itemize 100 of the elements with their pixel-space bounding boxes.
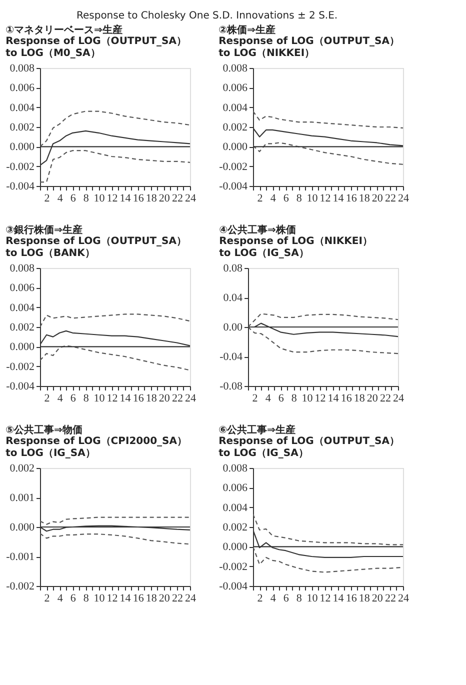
chart-title: ②株価⇒生産 — [218, 24, 276, 36]
y-tick-label: 0.000 — [222, 541, 248, 554]
x-tick-label: 10 — [306, 592, 318, 604]
x-tick-label: 8 — [83, 192, 90, 204]
y-tick-label: 0.002 — [222, 522, 248, 534]
y-tick-label: 0.04 — [223, 292, 243, 304]
x-tick-label: 16 — [132, 392, 144, 404]
y-tick-label: -0.002 — [6, 580, 34, 592]
chart-title: ①マネタリーベース⇒生産 — [6, 24, 122, 36]
y-tick-label: 0.001 — [10, 492, 34, 504]
x-tick-label: 6 — [70, 592, 76, 604]
x-tick-label: 18 — [146, 192, 158, 204]
y-tick-label: 0.006 — [10, 82, 35, 94]
y-tick-label: 0.008 — [10, 262, 35, 274]
x-tick-label: 22 — [384, 192, 396, 204]
x-tick-label: 4 — [57, 192, 64, 204]
x-tick-label: 12 — [106, 192, 118, 204]
x-tick-label: 14 — [120, 192, 132, 204]
chart-title: ⑥公共工事⇒生産 — [218, 424, 296, 436]
x-tick-label: 4 — [57, 392, 64, 404]
y-tick-label: -0.04 — [220, 351, 243, 363]
x-tick-label: 24 — [398, 192, 410, 204]
x-tick-label: 2 — [252, 392, 258, 404]
x-tick-label: 14 — [332, 192, 344, 204]
y-tick-label: 0.004 — [10, 302, 35, 314]
x-tick-label: 10 — [94, 192, 106, 204]
x-tick-label: 18 — [358, 592, 370, 604]
x-tick-label: 16 — [132, 592, 144, 604]
x-tick-label: 14 — [120, 392, 132, 404]
y-tick-label: 0.006 — [10, 282, 35, 294]
x-tick-label: 16 — [340, 392, 352, 404]
x-tick-label: 14 — [120, 592, 132, 604]
x-tick-label: 10 — [94, 392, 106, 404]
x-tick-label: 18 — [358, 192, 370, 204]
y-tick-label: 0.002 — [10, 122, 34, 134]
y-tick-label: -0.002 — [219, 160, 248, 173]
x-tick-label: 22 — [172, 592, 183, 604]
chart-subtitle: Response of LOG（NIKKEI） to LOG（IG_SA） — [219, 236, 372, 259]
x-tick-label: 4 — [57, 592, 64, 604]
x-tick-label: 14 — [328, 392, 340, 404]
x-tick-label: 2 — [257, 592, 263, 604]
x-tick-label: 18 — [146, 392, 158, 404]
x-tick-label: 2 — [44, 592, 50, 604]
x-tick-label: 12 — [106, 392, 118, 404]
text: Response to Cholesky One S.D. Innovations ± 2 S.E. — [76, 10, 338, 22]
x-tick-label: 24 — [398, 592, 410, 604]
y-tick-label: 0.000 — [10, 522, 35, 534]
y-tick-label: -0.001 — [6, 551, 34, 563]
chart-title: ④公共工事⇒株価 — [219, 224, 296, 236]
y-tick-label: -0.002 — [219, 560, 248, 573]
x-tick-label: 10 — [306, 192, 318, 204]
chart-title: ③銀行株価⇒生産 — [6, 224, 82, 236]
x-tick-label: 4 — [265, 392, 272, 404]
y-tick-label: -0.004 — [6, 180, 35, 192]
x-tick-label: 6 — [283, 192, 290, 204]
y-tick-label: 0.08 — [223, 262, 243, 274]
x-tick-label: 2 — [257, 192, 263, 204]
x-tick-label: 20 — [158, 392, 170, 404]
y-tick-label: 0.006 — [222, 482, 248, 494]
y-tick-label: 0.008 — [222, 462, 248, 474]
y-tick-label: 0.000 — [10, 141, 35, 154]
x-tick-label: 6 — [278, 392, 284, 404]
y-tick-label: 0.002 — [10, 462, 34, 474]
y-tick-label: 0.002 — [10, 322, 34, 334]
x-tick-label: 6 — [70, 392, 76, 404]
y-tick-label: -0.002 — [6, 160, 34, 173]
x-tick-label: 14 — [332, 592, 344, 604]
x-tick-label: 20 — [158, 592, 170, 604]
chart-subtitle: Response of LOG（CPI2000_SA） to LOG（IG_SA） — [6, 436, 187, 459]
x-tick-label: 22 — [172, 192, 183, 204]
y-tick-label: -0.004 — [6, 380, 35, 392]
x-tick-label: 22 — [384, 592, 396, 604]
x-tick-label: 12 — [314, 392, 326, 404]
y-tick-label: 0.004 — [10, 102, 35, 114]
x-tick-label: 8 — [296, 592, 302, 604]
x-tick-label: 4 — [270, 592, 276, 604]
x-tick-label: 12 — [106, 592, 118, 604]
y-tick-label: -0.08 — [220, 380, 243, 392]
y-tick-label: 0.004 — [222, 102, 248, 114]
y-tick-label: -0.004 — [219, 580, 248, 592]
y-tick-label: 0.008 — [10, 62, 35, 74]
chart-subtitle: Response of LOG（OUTPUT_SA） to LOG（M0_SA） — [6, 36, 186, 59]
y-tick-label: 0.006 — [222, 82, 248, 94]
x-tick-label: 16 — [346, 192, 358, 204]
y-tick-label: 0.002 — [222, 122, 248, 134]
x-tick-label: 12 — [320, 592, 331, 604]
x-tick-label: 22 — [172, 392, 183, 404]
x-tick-label: 4 — [270, 192, 276, 204]
y-tick-label: 0.000 — [222, 141, 248, 154]
x-tick-label: 2 — [44, 392, 50, 404]
chart-subtitle: Response of LOG（OUTPUT_SA） to LOG（BANK） — [6, 236, 186, 259]
x-tick-label: 24 — [185, 592, 196, 604]
x-tick-label: 20 — [366, 392, 378, 404]
chart-subtitle: Response of LOG（OUTPUT_SA） to LOG（NIKKEI） — [218, 36, 400, 59]
x-tick-label: 24 — [185, 392, 196, 404]
x-tick-label: 12 — [320, 192, 331, 204]
x-tick-label: 8 — [83, 392, 90, 404]
chart-title: ⑤公共工事⇒物価 — [6, 424, 82, 436]
x-tick-label: 8 — [291, 392, 298, 404]
x-tick-label: 18 — [146, 592, 158, 604]
